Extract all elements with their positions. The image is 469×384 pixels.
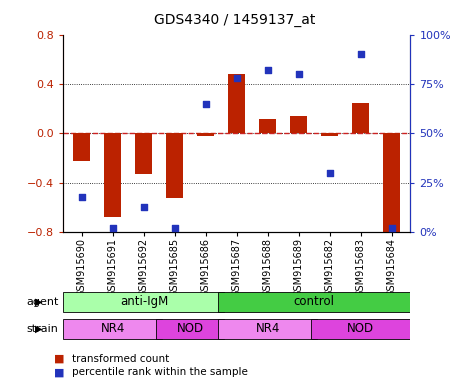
Point xyxy=(233,75,241,81)
Bar xyxy=(218,292,410,312)
Text: agent: agent xyxy=(26,297,59,307)
Point xyxy=(295,71,303,77)
Bar xyxy=(63,292,225,312)
Bar xyxy=(136,134,152,174)
Bar xyxy=(352,103,369,134)
Text: ■: ■ xyxy=(54,367,64,377)
Bar xyxy=(218,319,318,339)
Point xyxy=(202,101,210,107)
Point xyxy=(78,194,86,200)
Point xyxy=(264,67,272,73)
Bar xyxy=(290,116,307,134)
Bar xyxy=(63,319,162,339)
Text: transformed count: transformed count xyxy=(72,354,169,364)
Text: NR4: NR4 xyxy=(101,322,125,335)
Text: NOD: NOD xyxy=(347,322,374,335)
Text: ■: ■ xyxy=(54,354,64,364)
Point xyxy=(357,51,364,58)
Text: NOD: NOD xyxy=(177,322,204,335)
Text: strain: strain xyxy=(27,324,59,334)
Bar xyxy=(321,134,338,136)
Text: ▶: ▶ xyxy=(35,297,43,307)
Text: ▶: ▶ xyxy=(35,324,43,334)
Text: NR4: NR4 xyxy=(256,322,280,335)
Bar xyxy=(228,74,245,134)
Text: percentile rank within the sample: percentile rank within the sample xyxy=(72,367,248,377)
Point xyxy=(171,225,179,232)
Point xyxy=(388,225,395,232)
Bar xyxy=(197,134,214,136)
Text: anti-IgM: anti-IgM xyxy=(120,295,168,308)
Bar xyxy=(383,134,401,235)
Bar xyxy=(259,119,276,134)
Text: GDS4340 / 1459137_at: GDS4340 / 1459137_at xyxy=(154,13,315,27)
Point xyxy=(109,225,117,232)
Point xyxy=(326,170,333,176)
Bar xyxy=(105,134,121,217)
Bar xyxy=(311,319,410,339)
Text: control: control xyxy=(294,295,335,308)
Bar xyxy=(166,134,183,198)
Bar xyxy=(156,319,225,339)
Bar xyxy=(73,134,91,161)
Point xyxy=(140,204,148,210)
